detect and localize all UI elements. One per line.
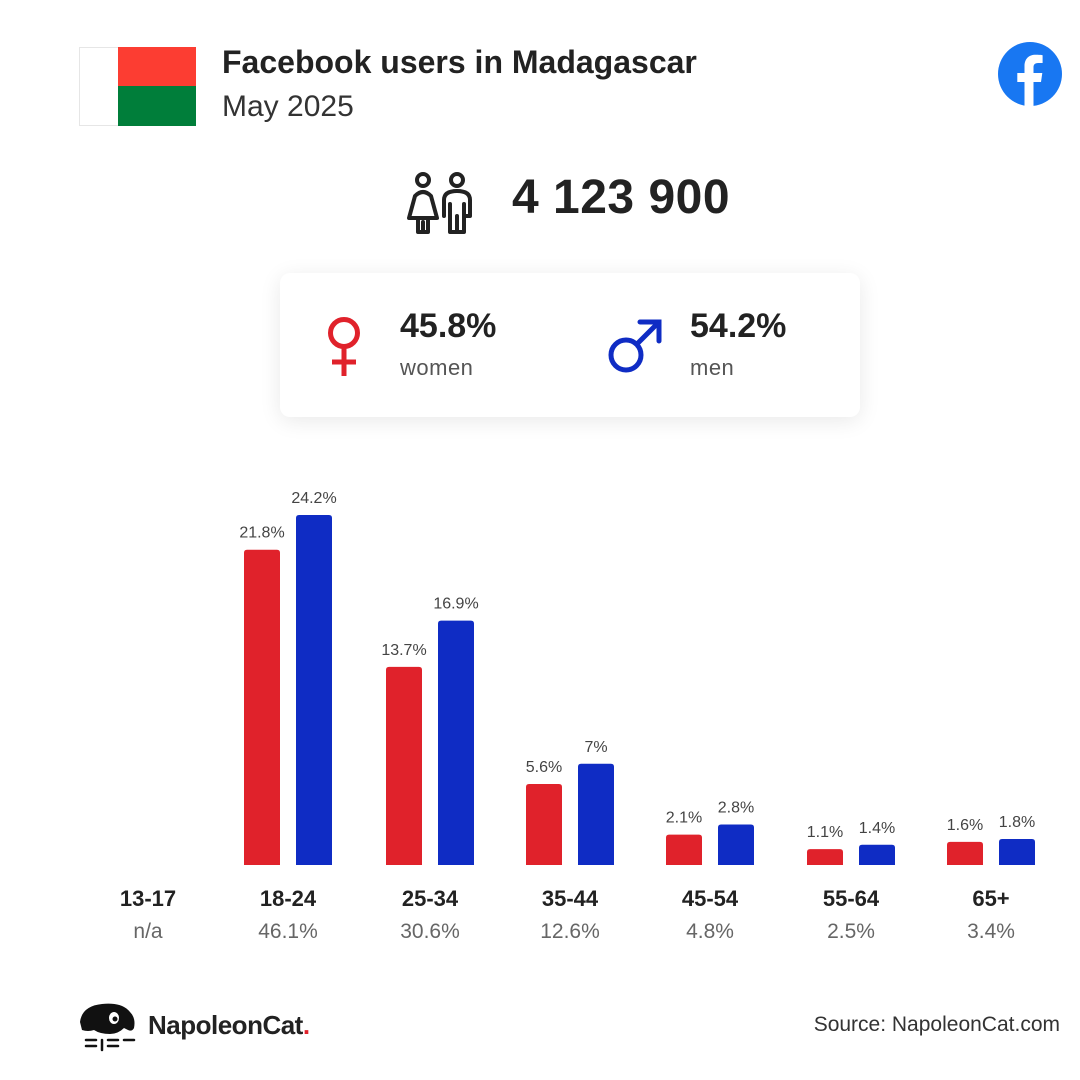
bar-women-55-64 <box>807 849 843 865</box>
age-group-label: 45-54 <box>682 886 739 911</box>
age-group-label: 35-44 <box>542 886 599 911</box>
bar-label-men-65+: 1.8% <box>999 814 1035 831</box>
bar-women-35-44 <box>526 784 562 865</box>
gender-split-card: 45.8% women 54.2% men <box>280 273 860 417</box>
flag-red-band <box>118 47 196 86</box>
bar-label-men-45-54: 2.8% <box>718 800 754 817</box>
napoleoncat-logo-icon <box>80 1003 136 1052</box>
age-group-label: 13-17 <box>120 886 176 911</box>
age-group-total: 30.6% <box>400 920 460 943</box>
age-gender-bar-chart: 13-17 n/a 21.8% 24.2% 18-24 46.1% 13.7% 16.9% 25… <box>0 470 1080 950</box>
bar-men-55-64 <box>859 844 895 865</box>
bar-label-men-18-24: 24.2% <box>291 490 336 507</box>
bar-label-women-65+: 1.6% <box>947 817 983 834</box>
age-group-total: 3.4% <box>967 920 1015 943</box>
female-symbol-icon <box>328 317 360 376</box>
bar-men-45-54 <box>718 824 754 865</box>
total-users-count: 4 123 900 <box>512 171 731 224</box>
brand-name: NapoleonCat <box>148 1010 303 1040</box>
bar-men-18-24 <box>296 515 332 865</box>
age-group-label: 65+ <box>972 886 1009 911</box>
flag-green-band <box>118 86 196 126</box>
age-group-total: 12.6% <box>540 920 600 943</box>
bar-label-men-35-44: 7% <box>584 739 607 756</box>
facebook-logo-icon <box>998 42 1062 106</box>
bar-label-women-35-44: 5.6% <box>526 759 562 776</box>
flag-white-band <box>79 47 118 126</box>
women-percentage: 45.8% <box>400 307 497 345</box>
bar-label-women-18-24: 21.8% <box>239 525 284 542</box>
bar-label-women-25-34: 13.7% <box>381 642 426 659</box>
women-label: women <box>400 355 474 380</box>
bar-label-women-45-54: 2.1% <box>666 810 702 827</box>
age-group-total: 4.8% <box>686 920 734 943</box>
source-link[interactable]: Source: NapoleonCat.com <box>813 1013 1060 1036</box>
page-title: Facebook users in Madagascar <box>222 44 697 80</box>
bar-women-45-54 <box>666 834 702 865</box>
bar-women-65+ <box>947 841 983 865</box>
bar-men-35-44 <box>578 763 614 865</box>
users-icon <box>407 172 472 234</box>
age-group-total: 46.1% <box>258 920 318 943</box>
napoleoncat-brand: NapoleonCat. <box>148 1010 310 1041</box>
men-label: men <box>690 355 735 380</box>
bar-label-men-55-64: 1.4% <box>859 820 895 837</box>
bar-women-18-24 <box>244 549 280 865</box>
bar-men-65+ <box>999 838 1035 865</box>
bar-men-25-34 <box>438 620 474 865</box>
bar-women-25-34 <box>386 666 422 865</box>
age-group-total: n/a <box>133 920 163 943</box>
age-group-total: 2.5% <box>827 920 875 943</box>
age-group-label: 18-24 <box>260 886 317 911</box>
bar-label-men-25-34: 16.9% <box>433 596 478 613</box>
brand-dot: . <box>302 1010 310 1040</box>
page-subtitle: May 2025 <box>222 90 354 123</box>
men-percentage: 54.2% <box>690 307 787 345</box>
madagascar-flag <box>79 47 196 126</box>
male-symbol-icon <box>608 319 662 373</box>
age-group-label: 55-64 <box>823 886 880 911</box>
bar-label-women-55-64: 1.1% <box>807 824 843 841</box>
chart-canvas: 13-17 n/a 21.8% 24.2% 18-24 46.1% 13.7% 16.9% 25… <box>120 490 1035 943</box>
age-group-label: 25-34 <box>402 886 459 911</box>
